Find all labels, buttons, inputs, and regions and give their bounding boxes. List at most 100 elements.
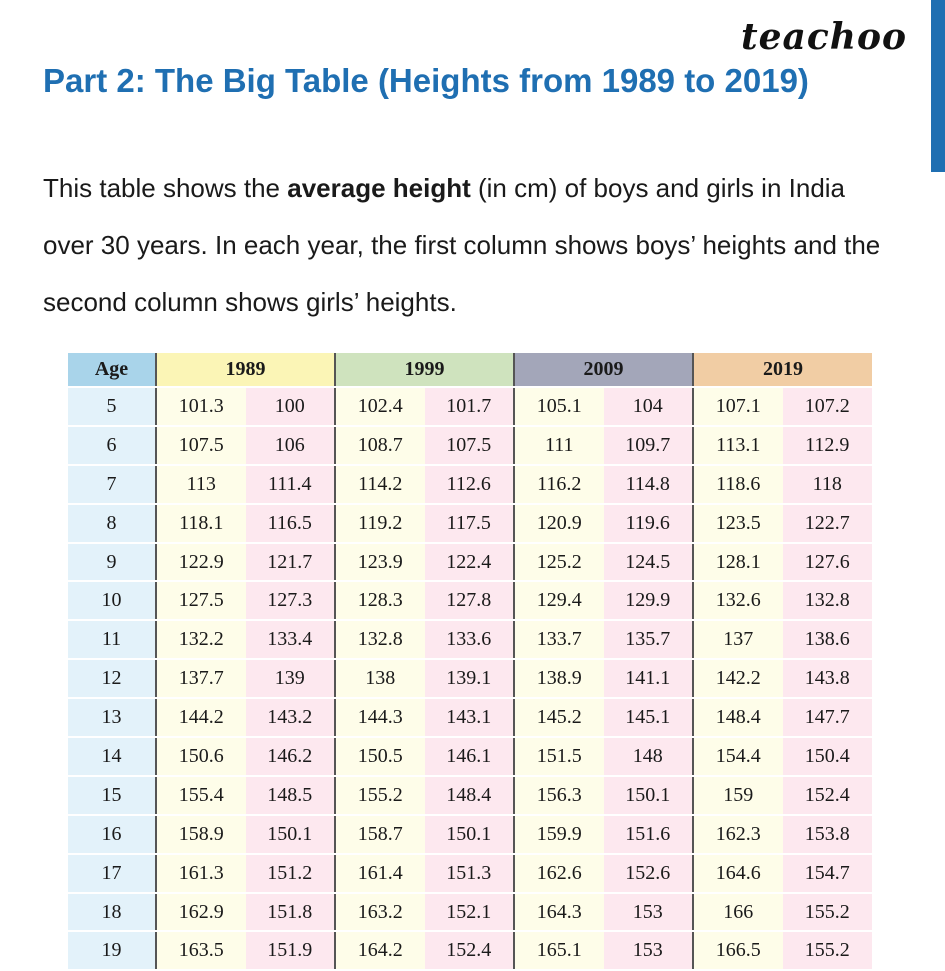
table-row: 5 101.3 100 102.4 101.7 105.1 104 107.1 107.2 [68,387,872,427]
boys-height-cell: 114.2 [334,464,425,505]
girls-height-cell: 152.6 [603,853,693,894]
table-row: 8 118.1 116.5 119.2 117.5 120.9 119.6 123.5 122.… [68,503,872,544]
girls-height-cell: 151.3 [424,853,514,894]
age-cell: 17 [68,853,156,894]
girls-height-cell: 104 [603,387,693,427]
girls-height-cell: 146.1 [424,737,514,777]
boys-height-cell: 118.6 [692,464,783,505]
girls-height-cell: 153 [603,892,693,933]
boys-height-cell: 166 [692,892,783,933]
description-bold-text: average height [287,173,471,203]
girls-height-cell: 154.7 [782,853,872,894]
age-cell: 10 [68,581,156,622]
boys-height-cell: 102.4 [334,387,425,427]
age-column-header: Age [68,353,156,388]
boys-height-cell: 107.1 [692,387,783,427]
boys-height-cell: 133.7 [513,620,604,661]
girls-height-cell: 107.2 [782,387,872,427]
girls-height-cell: 139 [245,659,335,700]
boys-height-cell: 148.4 [692,698,783,739]
girls-height-cell: 152.4 [424,931,514,971]
boys-height-cell: 155.4 [155,775,246,816]
age-cell: 16 [68,814,156,855]
boys-height-cell: 137.7 [155,659,246,700]
boys-height-cell: 144.3 [334,698,425,739]
girls-height-cell: 143.8 [782,659,872,700]
girls-height-cell: 114.8 [603,464,693,505]
girls-height-cell: 122.7 [782,503,872,544]
girls-height-cell: 112.6 [424,464,514,505]
girls-height-cell: 116.5 [245,503,335,544]
boys-height-cell: 161.3 [155,853,246,894]
girls-height-cell: 141.1 [603,659,693,700]
age-cell: 8 [68,503,156,544]
boys-height-cell: 127.5 [155,581,246,622]
boys-height-cell: 113.1 [692,425,783,466]
boys-height-cell: 144.2 [155,698,246,739]
boys-height-cell: 122.9 [155,542,246,583]
boys-height-cell: 151.5 [513,737,604,777]
girls-height-cell: 132.8 [782,581,872,622]
boys-height-cell: 132.6 [692,581,783,622]
girls-height-cell: 148.4 [424,775,514,816]
age-cell: 18 [68,892,156,933]
table-row: 16 158.9 150.1 158.7 150.1 159.9 151.6 162.3 153… [68,814,872,855]
boys-height-cell: 128.1 [692,542,783,583]
boys-height-cell: 132.2 [155,620,246,661]
girls-height-cell: 111.4 [245,464,335,505]
boys-height-cell: 166.5 [692,931,783,971]
boys-height-cell: 150.6 [155,737,246,777]
girls-height-cell: 151.9 [245,931,335,971]
table-header-row: Age 1989 1999 2009 2019 [68,353,872,388]
girls-height-cell: 112.9 [782,425,872,466]
girls-height-cell: 146.2 [245,737,335,777]
table-row: 12 137.7 139 138 139.1 138.9 141.1 142.2 143.8 [68,659,872,700]
boys-height-cell: 101.3 [155,387,246,427]
boys-height-cell: 129.4 [513,581,604,622]
boys-height-cell: 123.9 [334,542,425,583]
year-header-2019: 2019 [692,353,872,388]
teachoo-logo: teachoo [741,16,907,58]
year-header-2009: 2009 [513,353,693,388]
girls-height-cell: 101.7 [424,387,514,427]
description-paragraph: This table shows the average height (in … [43,160,883,331]
girls-height-cell: 152.1 [424,892,514,933]
table-row: 11 132.2 133.4 132.8 133.6 133.7 135.7 137 138.6 [68,620,872,661]
boys-height-cell: 118.1 [155,503,246,544]
age-cell: 14 [68,737,156,777]
girls-height-cell: 135.7 [603,620,693,661]
boys-height-cell: 105.1 [513,387,604,427]
boys-height-cell: 154.4 [692,737,783,777]
boys-height-cell: 125.2 [513,542,604,583]
boys-height-cell: 123.5 [692,503,783,544]
table-row: 9 122.9 121.7 123.9 122.4 125.2 124.5 128.1 127.… [68,542,872,583]
girls-height-cell: 139.1 [424,659,514,700]
girls-height-cell: 143.1 [424,698,514,739]
table-row: 10 127.5 127.3 128.3 127.8 129.4 129.9 132.6 132… [68,581,872,622]
boys-height-cell: 138 [334,659,425,700]
heights-table-container: Age 1989 1999 2009 2019 5 101.3 100 102.4 10… [68,353,872,971]
boys-height-cell: 161.4 [334,853,425,894]
girls-height-cell: 127.3 [245,581,335,622]
girls-height-cell: 106 [245,425,335,466]
boys-height-cell: 164.3 [513,892,604,933]
girls-height-cell: 138.6 [782,620,872,661]
girls-height-cell: 151.8 [245,892,335,933]
age-cell: 6 [68,425,156,466]
description-text-before: This table shows the [43,173,288,203]
girls-height-cell: 145.1 [603,698,693,739]
boys-height-cell: 119.2 [334,503,425,544]
girls-height-cell: 129.9 [603,581,693,622]
age-cell: 11 [68,620,156,661]
description-text-after: (in cm) of boys and girls in India over … [43,173,881,317]
girls-height-cell: 155.2 [782,892,872,933]
year-header-1999: 1999 [334,353,514,388]
boys-height-cell: 145.2 [513,698,604,739]
boys-height-cell: 128.3 [334,581,425,622]
boys-height-cell: 165.1 [513,931,604,971]
age-cell: 9 [68,542,156,583]
girls-height-cell: 148.5 [245,775,335,816]
girls-height-cell: 153.8 [782,814,872,855]
girls-height-cell: 117.5 [424,503,514,544]
boys-height-cell: 163.2 [334,892,425,933]
